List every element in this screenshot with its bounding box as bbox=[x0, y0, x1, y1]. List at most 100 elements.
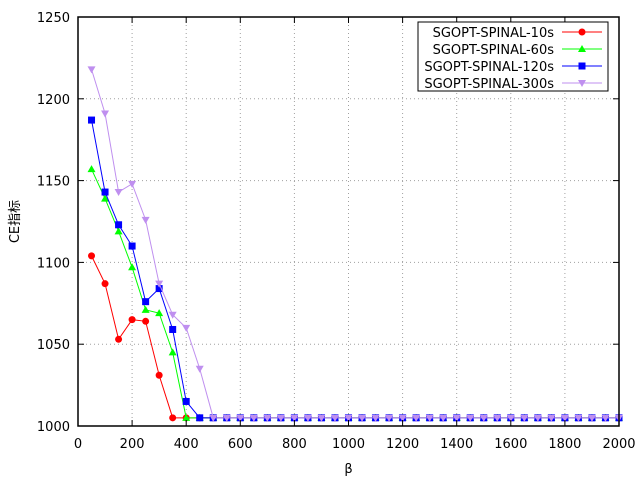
x-tick-label: 1800 bbox=[548, 437, 581, 452]
data-point bbox=[128, 242, 136, 250]
data-point bbox=[344, 414, 353, 422]
legend: SGOPT-SPINAL-10s SGOPT-SPINAL-60s SGOPT-SP… bbox=[417, 21, 609, 92]
data-point bbox=[222, 414, 231, 422]
data-point bbox=[142, 317, 150, 325]
data-point bbox=[303, 414, 312, 422]
series-line bbox=[91, 119, 619, 419]
x-tick-label: 1600 bbox=[494, 437, 527, 452]
data-point bbox=[114, 189, 123, 197]
legend-swatch-marker bbox=[578, 62, 586, 70]
y-tick-label: 1000 bbox=[37, 420, 70, 435]
data-point bbox=[142, 298, 150, 306]
y-axis-label: CE指标 bbox=[8, 200, 23, 243]
data-point bbox=[88, 116, 96, 124]
legend-swatch-marker bbox=[578, 80, 586, 87]
data-point bbox=[182, 324, 191, 332]
x-axis-label: β bbox=[344, 462, 352, 477]
data-point bbox=[466, 414, 475, 422]
data-point bbox=[412, 414, 421, 422]
data-point bbox=[601, 414, 610, 422]
x-tick-label: 0 bbox=[74, 437, 82, 452]
data-point bbox=[249, 414, 258, 422]
data-point bbox=[182, 397, 190, 405]
data-point bbox=[141, 305, 150, 313]
legend-label: SGOPT-SPINAL-10s bbox=[433, 26, 555, 41]
data-point bbox=[88, 252, 96, 260]
series-SGOPT-SPINAL-60s bbox=[87, 165, 623, 421]
data-point bbox=[115, 221, 123, 229]
series-layer bbox=[87, 66, 623, 422]
x-tick-label: 1200 bbox=[386, 437, 419, 452]
series-SGOPT-SPINAL-120s bbox=[88, 116, 623, 422]
data-point bbox=[101, 194, 110, 202]
data-point bbox=[385, 414, 394, 422]
data-point bbox=[87, 165, 96, 173]
y-tick-label: 1050 bbox=[37, 338, 70, 353]
data-point bbox=[587, 414, 596, 422]
data-point bbox=[263, 414, 272, 422]
legend-swatch-marker bbox=[578, 45, 586, 52]
data-point bbox=[168, 348, 177, 356]
data-point bbox=[506, 414, 515, 422]
data-point bbox=[128, 180, 137, 188]
legend-swatch-marker bbox=[578, 28, 586, 36]
data-point bbox=[169, 325, 177, 333]
x-tick-label: 1400 bbox=[440, 437, 473, 452]
data-point bbox=[317, 414, 326, 422]
data-point bbox=[290, 414, 299, 422]
data-point bbox=[547, 414, 556, 422]
data-point bbox=[330, 414, 339, 422]
data-point bbox=[155, 285, 163, 293]
data-point bbox=[236, 414, 245, 422]
data-point bbox=[101, 280, 109, 288]
y-tick-label: 1200 bbox=[37, 93, 70, 108]
data-point bbox=[169, 414, 177, 422]
y-tick-label: 1250 bbox=[37, 11, 70, 26]
data-point bbox=[398, 414, 407, 422]
x-tick-label: 600 bbox=[228, 437, 253, 452]
x-tick-label: 2000 bbox=[602, 437, 635, 452]
data-point bbox=[560, 414, 569, 422]
data-point bbox=[276, 414, 285, 422]
data-point bbox=[101, 188, 109, 196]
data-point bbox=[452, 414, 461, 422]
data-point bbox=[425, 414, 434, 422]
x-tick-label: 400 bbox=[174, 437, 199, 452]
data-point bbox=[493, 414, 502, 422]
data-point bbox=[155, 280, 164, 288]
x-tick-label: 800 bbox=[282, 437, 307, 452]
data-point bbox=[533, 414, 542, 422]
data-point bbox=[439, 414, 448, 422]
axis-ticks: 0 200 400 600 800 1000 1200 1400 1600 1800 2000 100… bbox=[37, 11, 636, 452]
data-point bbox=[479, 414, 488, 422]
y-tick-label: 1150 bbox=[37, 175, 70, 190]
legend-label: SGOPT-SPINAL-300s bbox=[424, 77, 554, 92]
data-point bbox=[209, 414, 218, 422]
legend-box bbox=[417, 21, 609, 92]
series-line bbox=[91, 168, 619, 419]
series-SGOPT-SPINAL-300s bbox=[87, 66, 623, 422]
legend-label: SGOPT-SPINAL-120s bbox=[424, 60, 554, 75]
series-line bbox=[91, 69, 619, 419]
data-point bbox=[371, 414, 380, 422]
data-point bbox=[155, 371, 163, 379]
y-tick-label: 1100 bbox=[37, 256, 70, 271]
data-point bbox=[141, 216, 150, 224]
data-point bbox=[520, 414, 529, 422]
data-point bbox=[182, 413, 191, 421]
data-point bbox=[87, 66, 96, 74]
legend-label: SGOPT-SPINAL-60s bbox=[433, 43, 555, 58]
series-SGOPT-SPINAL-10s bbox=[88, 252, 623, 422]
data-point bbox=[358, 414, 367, 422]
data-point bbox=[168, 311, 177, 319]
data-point bbox=[101, 110, 110, 118]
x-tick-label: 200 bbox=[120, 437, 145, 452]
data-point bbox=[196, 414, 204, 422]
series-line bbox=[91, 255, 619, 419]
data-point bbox=[195, 365, 204, 373]
data-point bbox=[155, 309, 164, 317]
data-point bbox=[128, 263, 137, 271]
data-point bbox=[128, 316, 136, 324]
data-point bbox=[114, 227, 123, 235]
